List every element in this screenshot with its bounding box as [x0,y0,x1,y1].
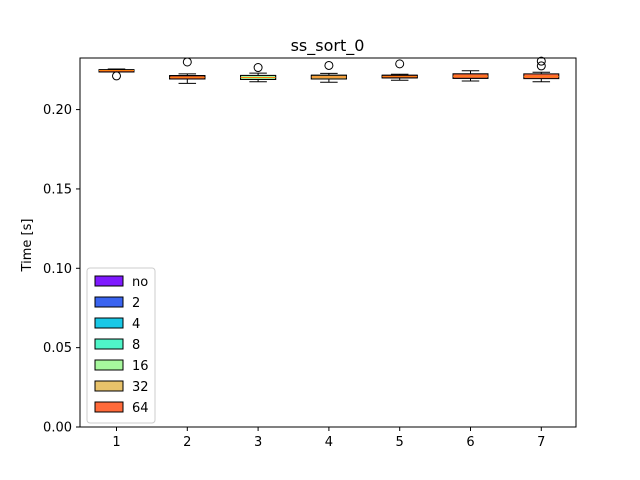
y-tick-label: 0.10 [43,262,72,277]
box-group [310,60,347,83]
legend: no 2 4 8 16 32 64 [86,267,156,424]
box-group [98,68,135,81]
y-tick-label: 0.05 [43,341,72,356]
outlier-point [112,71,121,81]
legend-swatch [94,296,124,308]
legend-swatch [94,359,124,371]
outlier-point [395,59,405,69]
y-tick-label: 0.20 [43,103,72,118]
outlier-point [253,63,263,73]
y-tick-label: 0.00 [43,421,72,436]
legend-label: 16 [132,359,149,374]
x-tick-label: 2 [183,435,191,450]
x-tick-label: 7 [537,435,545,450]
legend-swatch [94,317,124,329]
box-group [169,57,206,84]
box-group [240,63,277,83]
x-tick-label: 6 [466,435,474,450]
legend-label: 32 [132,380,149,395]
legend-swatch [94,380,124,392]
box-group [523,56,560,83]
x-tick-label: 4 [325,435,333,450]
chart-title: ss_sort_0 [291,36,365,56]
legend-swatch [94,401,124,413]
legend-label: 8 [132,338,140,353]
x-tick-label: 1 [112,435,120,450]
plot-frame [79,57,577,428]
legend-label: no [132,275,148,290]
plot-area: 0.00 0.05 0.10 0.15 0.20 1 2 3 4 5 6 7 [43,56,577,450]
outlier-point [182,57,192,67]
box-group [452,70,489,82]
outlier-point [536,61,546,71]
legend-swatch [94,338,124,350]
legend-label: 64 [132,401,149,416]
x-tick-label: 5 [396,435,404,450]
y-tick-label: 0.15 [43,182,72,197]
legend-label: 4 [132,317,140,332]
box-group [381,59,418,81]
legend-label: 2 [132,296,140,311]
outlier-point [536,56,546,66]
outlier-point [324,60,334,70]
y-axis-label: Time [s] [20,219,35,273]
legend-swatch [94,275,124,287]
x-tick-label: 3 [254,435,262,450]
